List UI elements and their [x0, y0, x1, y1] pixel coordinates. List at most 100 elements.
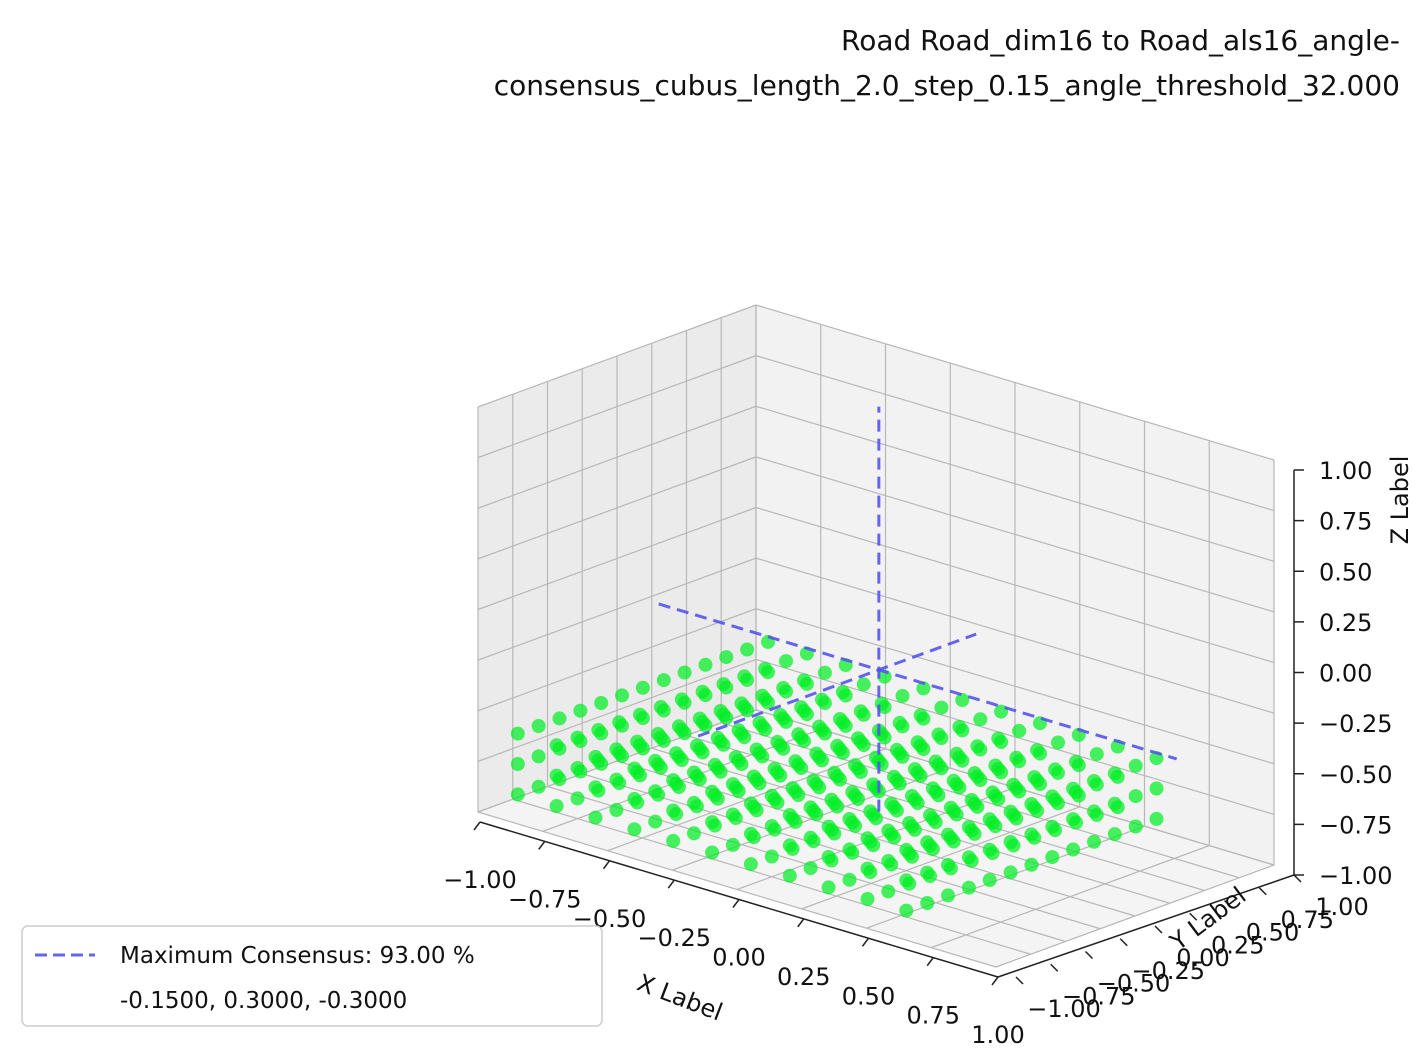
scatter-point	[961, 850, 976, 865]
scatter-point	[648, 753, 663, 768]
y-tick-label: 0.50	[1246, 919, 1299, 947]
scatter-point	[1003, 835, 1018, 849]
scatter-point	[955, 693, 970, 707]
grid-line	[755, 304, 1275, 461]
scatter-point	[899, 903, 914, 918]
z-tick-label: −0.50	[1319, 761, 1393, 789]
scatter-point	[821, 819, 836, 834]
scatter-point	[895, 689, 910, 703]
scatter-point	[809, 746, 824, 761]
scatter-point	[1003, 865, 1018, 880]
scatter-point	[570, 730, 585, 745]
scatter-point	[773, 708, 788, 722]
x-tick	[732, 899, 740, 908]
scatter-point	[770, 734, 785, 749]
scatter-point	[573, 703, 588, 718]
scatter-point	[860, 831, 875, 846]
scatter-point	[1024, 857, 1039, 872]
scatter-point	[725, 777, 740, 792]
scatter-point	[923, 808, 937, 823]
scatter-point	[827, 765, 842, 780]
y-tick-label: −0.50	[1097, 970, 1171, 998]
scatter-point	[887, 769, 901, 784]
scatter-point	[946, 773, 961, 788]
scatter-point	[1006, 777, 1021, 792]
y-tick-label: 0.25	[1211, 931, 1264, 959]
scatter-point	[941, 888, 955, 903]
scatter-point	[764, 788, 779, 803]
scatter-point	[785, 781, 800, 796]
scatter-point	[758, 661, 773, 676]
y-tick	[1084, 950, 1094, 960]
scatter-point	[666, 833, 681, 848]
x-tick-label: 0.00	[712, 944, 765, 972]
scatter-point	[782, 808, 797, 822]
y-tick-label: −0.75	[1062, 982, 1136, 1010]
scatter-point	[648, 784, 663, 799]
grid-line	[686, 734, 1205, 892]
scatter-point	[866, 777, 881, 792]
scatter-point	[779, 654, 793, 669]
x-tick-label: 1.00	[971, 1021, 1024, 1049]
x-tick	[797, 918, 805, 928]
scatter-point	[899, 873, 914, 888]
scatter-point	[794, 700, 809, 715]
scatter-point	[609, 803, 624, 817]
scatter-point	[916, 681, 931, 696]
scatter-point	[812, 719, 827, 734]
scatter-point	[669, 746, 684, 761]
scatter-point	[705, 845, 720, 860]
scatter-point	[707, 757, 722, 772]
scatter-point	[845, 785, 860, 800]
scatter-point	[552, 711, 567, 726]
x-axis-label: X Label	[633, 969, 726, 1027]
scatter-point	[842, 812, 857, 826]
x-tick-label: −1.00	[443, 866, 517, 894]
legend-box	[21, 925, 603, 1027]
scatter-point	[964, 793, 979, 807]
axis-ticks: −1.00−1.00−1.00−0.75−0.75−0.75−0.50−0.50…	[443, 457, 1392, 1049]
scatter-point	[910, 735, 925, 750]
scatter-point	[1009, 750, 1024, 765]
scatter-point	[653, 700, 668, 714]
x-tick	[667, 879, 675, 889]
grid-line	[477, 506, 757, 611]
scatter-point	[633, 707, 647, 722]
scatter-point	[803, 800, 818, 815]
scatter-point	[1012, 723, 1027, 738]
scatter-point	[531, 719, 546, 733]
scatter-point	[1066, 842, 1081, 857]
y-tick	[1258, 887, 1267, 896]
scatter-point	[764, 819, 779, 834]
scatter-point	[907, 762, 922, 777]
scatter-point	[666, 773, 681, 788]
x-tick-label: 0.25	[777, 963, 830, 991]
scatter-point	[1149, 811, 1164, 826]
scatter-point	[821, 880, 836, 895]
scatter-point	[902, 816, 917, 830]
x-tick	[926, 957, 934, 967]
x-tick	[991, 976, 999, 986]
scatter-point	[856, 677, 871, 692]
scatter-point	[734, 696, 749, 711]
scatter-point	[1107, 827, 1122, 842]
scatter-point	[743, 826, 758, 841]
scatter-point	[656, 673, 671, 688]
scatter-point	[920, 865, 935, 880]
consensus-lines-front	[658, 406, 1178, 812]
scatter-point	[630, 734, 645, 749]
scatter-point	[967, 766, 982, 781]
z-tick-label: −0.75	[1319, 811, 1393, 839]
scatter-point	[677, 665, 692, 680]
grid-line	[755, 506, 1275, 664]
scatter-point	[615, 688, 629, 703]
scatter-point	[853, 704, 868, 719]
scatter-point	[925, 781, 940, 796]
scatter-point	[531, 779, 546, 794]
y-tick-label: 1.00	[1315, 893, 1368, 921]
scatter-point	[961, 880, 976, 895]
x-tick-label: 0.75	[907, 1002, 960, 1030]
scatter-point	[549, 768, 564, 783]
consensus-line-x	[658, 602, 1178, 761]
